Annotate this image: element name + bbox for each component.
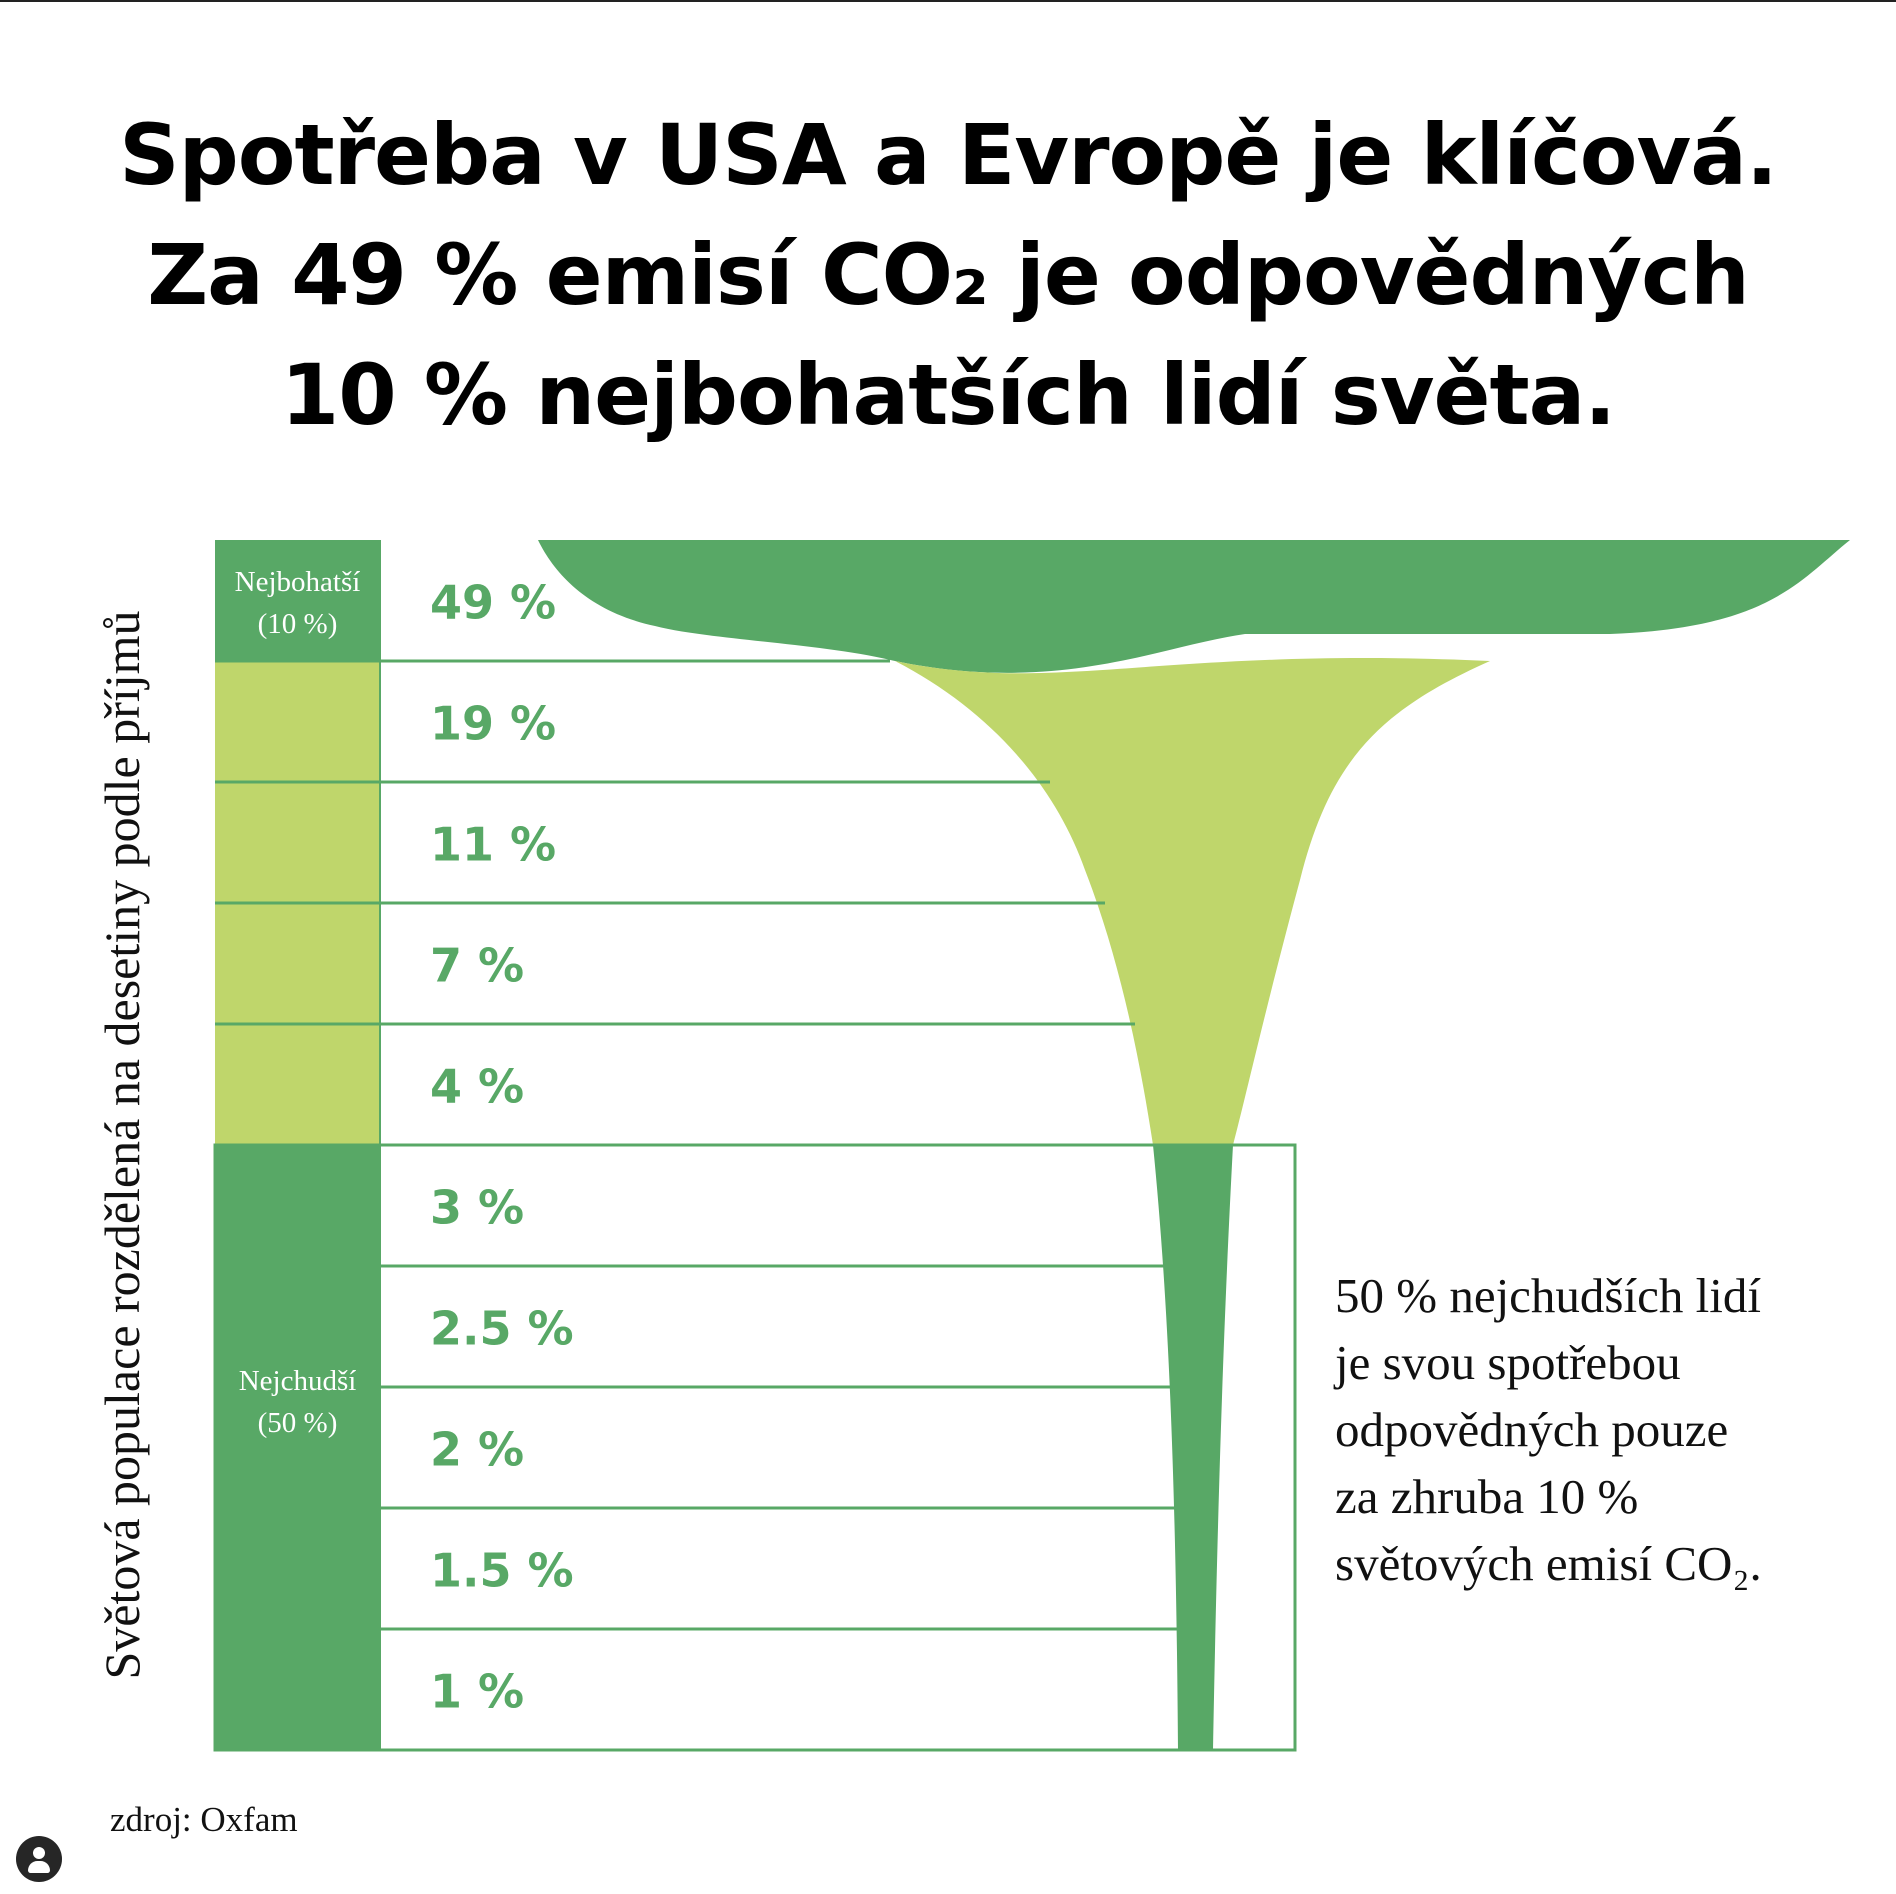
poorest-annotation: 50 % nejchudších lidí je svou spotřebou … <box>1335 1262 1875 1597</box>
avatar-icon[interactable] <box>16 1836 62 1882</box>
value-labels: 49 % 19 % 11 % 7 % 4 % 3 % 2.5 % 2 % 1.5 % 1 % <box>430 576 574 1719</box>
title-line-2: Za 49 % emisí CO₂ je odpovědných <box>147 226 1750 324</box>
richest-band <box>215 540 380 661</box>
value-label: 4 % <box>430 1060 524 1114</box>
value-label: 3 % <box>430 1181 524 1235</box>
page-title: Spotřeba v USA a Evropě je klíčová. Za 4… <box>0 95 1896 455</box>
annotation-line-5: světových emisí CO₂. <box>1335 1536 1762 1591</box>
poorest-section-outline <box>213 1143 1297 1752</box>
value-label: 11 % <box>430 818 556 872</box>
richest-label-share: (10 %) <box>258 608 338 640</box>
top-rule <box>0 0 1896 2</box>
annotation-line-2: je svou spotřebou <box>1335 1335 1681 1390</box>
source-note: zdroj: Oxfam <box>110 1800 298 1839</box>
value-label: 49 % <box>430 576 556 630</box>
annotation-line-1: 50 % nejchudších lidí <box>1335 1268 1761 1323</box>
funnel-bottom-segment <box>1153 1145 1233 1750</box>
funnel-middle-segment <box>895 658 1490 1145</box>
y-axis-label: Světová populace rozdělená na desetiny p… <box>94 610 150 1680</box>
richest-label-name: Nejbohatší <box>235 566 361 598</box>
poorest-band <box>215 1145 380 1750</box>
annotation-line-3: odpovědných pouze <box>1335 1402 1729 1457</box>
value-label: 7 % <box>430 939 524 993</box>
poorest-label-share: (50 %) <box>258 1407 338 1439</box>
value-label: 1 % <box>430 1665 524 1719</box>
value-label: 19 % <box>430 697 556 751</box>
annotation-line-4: za zhruba 10 % <box>1335 1469 1639 1524</box>
decile-rows <box>213 540 1297 1752</box>
group-labels: Nejbohatší (10 %) Nejchudší (50 %) <box>235 566 361 1439</box>
title-line-3: 10 % nejbohatších lidí světa. <box>280 346 1616 444</box>
value-label: 2.5 % <box>430 1302 574 1356</box>
value-label: 2 % <box>430 1423 524 1477</box>
poorest-label-name: Nejchudší <box>239 1365 357 1397</box>
value-label: 1.5 % <box>430 1544 574 1598</box>
title-line-1: Spotřeba v USA a Evropě je klíčová. <box>119 106 1778 204</box>
funnel-top-segment <box>538 540 1850 673</box>
emissions-funnel <box>538 540 1850 1750</box>
